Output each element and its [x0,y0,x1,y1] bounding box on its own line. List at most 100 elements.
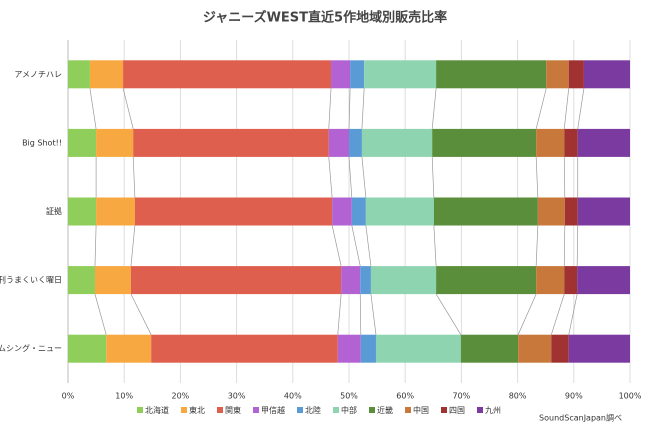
bar-segment [96,128,134,157]
bar-segment [133,128,329,157]
series-line [348,88,351,129]
bar-segment [341,266,361,295]
bar-segment [331,60,351,89]
legend-label: 中部 [341,405,357,415]
legend-swatch [441,407,447,413]
bar-segment [349,128,362,157]
series-line [132,156,136,198]
legend-label: 東北 [189,405,205,415]
bar-segment [328,128,349,157]
series-line [550,293,565,335]
y-tick-label: サムシング・ニュー [0,343,62,353]
bar-segment [106,334,152,363]
bar-segment [436,266,537,295]
bar-segment [577,197,630,226]
bar-segment [134,197,333,226]
series-line [351,225,361,267]
legend-swatch [477,407,483,413]
series-line [94,225,97,267]
bar-segment [433,197,538,226]
series-line [130,225,136,267]
y-tick-label: アメノチハレ [14,70,62,79]
bar-segment [68,334,107,363]
bar-segment [577,128,630,157]
series-line [370,294,377,335]
series-line [328,156,333,198]
legend-swatch [253,407,259,413]
series-line [337,294,342,335]
bar-segment [568,334,630,363]
series-line [431,156,435,198]
legend-label: 四国 [449,406,465,415]
bar-segment [536,128,565,157]
series-line [517,293,537,335]
legend-swatch [297,407,303,413]
bar-segment [551,334,569,363]
bar-segment [337,334,361,363]
bar-segment [96,197,135,226]
series-line [535,88,547,129]
bar-segment [432,128,537,157]
series-line [331,225,342,267]
x-tick-label: 60% [396,392,414,401]
bar-segment [375,334,461,363]
bar-segment [94,266,131,295]
series-line [563,88,570,129]
bar-segment [360,266,371,295]
series-line [577,88,585,129]
legend-label: 甲信越 [261,405,285,415]
legend-label: 関東 [225,405,241,415]
bar-segment [151,334,338,363]
series-line [361,88,365,129]
series-line [568,294,578,335]
x-tick-label: 40% [284,392,302,401]
bar-segment [577,266,630,295]
series-line [94,294,107,335]
y-tick-label: 証拠 [46,206,62,216]
series-line [535,156,539,198]
bar-segment [68,60,90,89]
legend-label: 近畿 [377,405,393,415]
legend-swatch [369,407,375,413]
x-tick-label: 80% [509,392,527,401]
bar-segment [536,266,565,295]
bar-segment [68,128,97,157]
x-tick-label: 30% [228,392,246,401]
series-line [328,88,332,129]
bar-segment [564,197,578,226]
source-note: SoundScanJapan調べ [539,413,622,423]
x-tick-label: 0% [62,392,75,401]
series-line [130,293,152,335]
bar-segment [564,128,578,157]
bar-segment [68,266,95,295]
chart-title: ジャニーズWEST直近5作地域別販売比率 [203,10,447,26]
x-tick-label: 70% [453,392,471,401]
series-line [89,88,97,129]
x-tick-label: 90% [565,392,583,401]
bar-segment [370,266,437,295]
series-line [535,225,539,267]
legend-label: 北陸 [305,405,321,415]
bar-segment [351,197,366,226]
bar-segment [360,334,376,363]
series-line [431,88,437,129]
series-line [435,293,462,335]
legend-swatch [405,407,411,413]
legend-label: 九州 [485,406,501,415]
bar-segment [130,266,342,295]
x-tick-label: 20% [172,392,190,401]
bar-segment [568,60,584,89]
bar-segment [68,197,97,226]
bar-segment [583,60,630,89]
bar-segment [364,60,437,89]
series-line [361,156,367,198]
legend-label: 中国 [413,405,429,415]
series-line [563,225,566,267]
bar-segment [350,60,365,89]
legend-swatch [137,407,143,413]
bar-segment [546,60,569,89]
bar-segment [365,197,434,226]
bar-segment [123,60,332,89]
bar-segment [564,266,578,295]
